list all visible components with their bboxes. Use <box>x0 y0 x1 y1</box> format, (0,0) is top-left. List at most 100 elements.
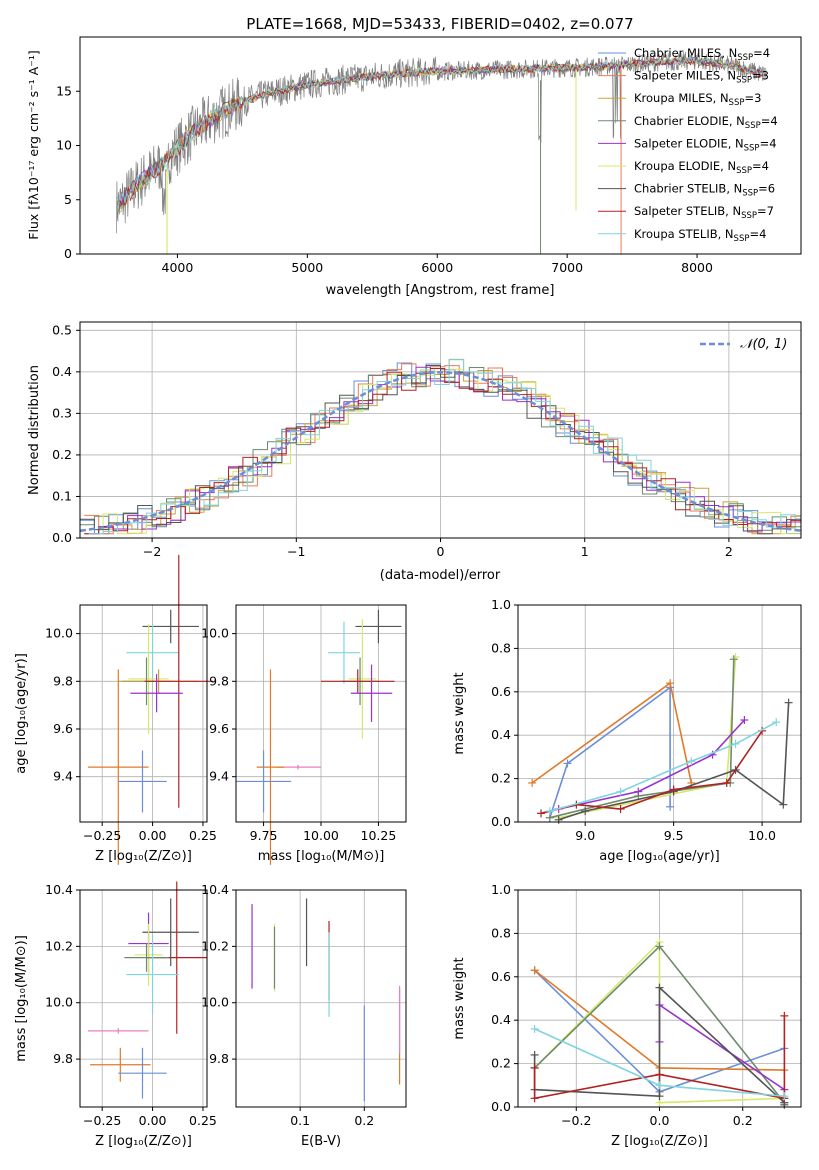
histogram-step-line <box>84 368 801 535</box>
legend-entry: Chabrier MILES, NSSP=4 <box>634 46 770 63</box>
model-spectrum-line <box>117 57 764 212</box>
y-tick-label: 0 <box>64 246 72 261</box>
small-panels: −0.25 0.00 0.25 9.4 9.6 9.8 10.0 Z [log₁₀(Z/Z⊙)… <box>14 554 802 1149</box>
y-tick-label: 10.0 <box>45 995 73 1010</box>
weight-line <box>549 685 671 818</box>
mass-vs-ebv-panel: 0.1 0.2 9.8 10.0 10.2 10.4 E(B-V) <box>201 882 407 1149</box>
x-axis-label: wavelength [Angstrom, rest frame] <box>326 283 555 298</box>
x-tick-label: 8000 <box>681 260 713 275</box>
x-tick-label: 10.25 <box>361 828 397 843</box>
x-tick-label: 9.75 <box>250 828 278 843</box>
y-axis-label: age [log₁₀(age/yr)] <box>14 653 29 774</box>
x-tick-label: −0.25 <box>83 1113 121 1128</box>
x-axis-label: Z [log₁₀(Z/Z⊙)] <box>95 849 192 864</box>
legend-entry: Chabrier ELODIE, NSSP=4 <box>634 114 778 131</box>
x-tick-label: 0.1 <box>290 1113 310 1128</box>
weight-line <box>549 659 735 819</box>
y-tick-label: 0.8 <box>491 925 511 940</box>
y-tick-label: 9.4 <box>53 769 73 784</box>
axis-ticks: 4000 5000 6000 7000 8000 0 5 10 15 <box>56 83 713 275</box>
model-spectrum-line <box>117 55 764 213</box>
y-tick-label: 1.0 <box>491 597 511 612</box>
y-tick-label: 10.0 <box>45 626 73 641</box>
y-tick-label: 9.6 <box>209 721 229 736</box>
x-axis-label: Z [log₁₀(Z/Z⊙)] <box>611 1134 708 1149</box>
y-tick-label: 0.2 <box>491 771 511 786</box>
histogram-step-line <box>84 366 801 535</box>
y-tick-label: 0.2 <box>52 447 72 462</box>
y-tick-label: 9.8 <box>53 1051 73 1066</box>
x-tick-label: 5000 <box>291 260 323 275</box>
x-tick-label: −0.2 <box>561 1113 591 1128</box>
y-axis-label: mass weight <box>452 957 467 1039</box>
normal-curve <box>79 371 802 532</box>
y-tick-label: 10 <box>56 138 72 153</box>
y-tick-label: 9.8 <box>53 673 73 688</box>
legend-entry: Salpeter ELODIE, NSSP=4 <box>634 136 777 153</box>
y-tick-label: 10.0 <box>201 626 229 641</box>
x-tick-label: 10.00 <box>303 828 339 843</box>
x-tick-label: 0.2 <box>733 1113 753 1128</box>
weight-line <box>558 719 745 810</box>
y-tick-label: 0.2 <box>491 1056 511 1071</box>
histogram-steps <box>79 358 802 535</box>
legend-entry: Chabrier STELIB, NSSP=6 <box>634 182 775 199</box>
plot-frame <box>517 604 802 823</box>
y-tick-label: 10.0 <box>201 995 229 1010</box>
y-tick-label: 0.1 <box>52 488 72 503</box>
x-tick-label: 0.00 <box>139 828 167 843</box>
legend-entry: Kroupa MILES, NSSP=3 <box>634 91 761 108</box>
y-axis-label: mass weight <box>452 672 467 754</box>
weight-line <box>658 1003 785 1091</box>
age-vs-z-panel: −0.25 0.00 0.25 9.4 9.6 9.8 10.0 Z [log₁₀(Z/Z⊙)… <box>14 554 217 865</box>
weight-line <box>531 681 693 784</box>
legend-entry: Salpeter STELIB, NSSP=7 <box>634 204 774 221</box>
y-tick-label: 15 <box>56 83 72 98</box>
plot-frame <box>79 604 208 823</box>
y-axis-label: Flux [fλ10⁻¹⁷ erg cm⁻² s⁻¹ A⁻¹] <box>26 50 41 239</box>
y-tick-label: 5 <box>64 192 72 207</box>
x-tick-label: 1 <box>581 544 589 559</box>
y-tick-label: 10.4 <box>201 882 229 897</box>
y-tick-label: 9.8 <box>209 1051 229 1066</box>
x-axis-label: E(B-V) <box>301 1134 341 1149</box>
x-tick-label: 10.0 <box>748 828 776 843</box>
residual-histogram-panel: −2 −1 0 1 2 0.0 0.1 0.2 0.3 0.4 0.5 (data-model)/e… <box>27 321 802 583</box>
x-axis-label: age [log₁₀(age/yr)] <box>599 849 720 864</box>
observed-spectrum <box>116 51 767 234</box>
chart-title: PLATE=1668, MJD=53433, FIBERID=0402, z=0… <box>246 15 633 33</box>
y-tick-label: 10.4 <box>45 882 73 897</box>
normal-legend-label: 𝒩(0, 1) <box>740 337 787 352</box>
x-tick-label: −2 <box>143 544 161 559</box>
x-axis-label: (data-model)/error <box>380 568 501 583</box>
age-vs-mass-panel: 9.75 10.00 10.25 9.4 9.6 9.8 10.0 mass [log₁₀(M… <box>201 604 407 865</box>
plot-frame <box>235 889 407 1108</box>
y-axis-label: Normed distribution <box>27 365 42 495</box>
legend-entry: Kroupa STELIB, NSSP=4 <box>634 227 766 244</box>
x-tick-label: 9.0 <box>575 828 595 843</box>
x-tick-label: −1 <box>287 544 305 559</box>
y-tick-label: 10.2 <box>45 938 73 953</box>
x-tick-label: 4000 <box>162 260 194 275</box>
y-axis-label: mass [log₁₀(M/M⊙)] <box>14 935 29 1062</box>
y-tick-label: 0.3 <box>52 405 72 420</box>
x-tick-label: 2 <box>725 544 733 559</box>
model-spectrum-line <box>117 56 764 207</box>
weight-line <box>558 702 790 821</box>
x-tick-label: 0.25 <box>189 1113 217 1128</box>
weight-vs-z-panel: −0.2 0.0 0.2 0.0 0.2 0.4 0.6 0.8 1.0 Z [log₁₀(Z/Z… <box>452 882 802 1149</box>
axis-ticks: −2 −1 0 1 2 0.0 0.1 0.2 0.3 0.4 0.5 <box>52 322 733 559</box>
spectrum-panel: PLATE=1668, MJD=53433, FIBERID=0402, z=0… <box>26 15 802 298</box>
x-tick-label: 7000 <box>551 260 583 275</box>
x-tick-label: −0.25 <box>83 828 121 843</box>
y-tick-label: 0.0 <box>491 814 511 829</box>
x-tick-label: 6000 <box>421 260 453 275</box>
y-tick-label: 9.4 <box>209 769 229 784</box>
y-tick-label: 0.4 <box>491 1012 511 1027</box>
y-tick-label: 0.6 <box>491 684 511 699</box>
y-tick-label: 9.8 <box>209 673 229 688</box>
histogram-step-line <box>84 363 801 535</box>
y-tick-label: 1.0 <box>491 882 511 897</box>
y-tick-label: 0.6 <box>491 969 511 984</box>
x-axis-label: Z [log₁₀(Z/Z⊙)] <box>95 1134 192 1149</box>
